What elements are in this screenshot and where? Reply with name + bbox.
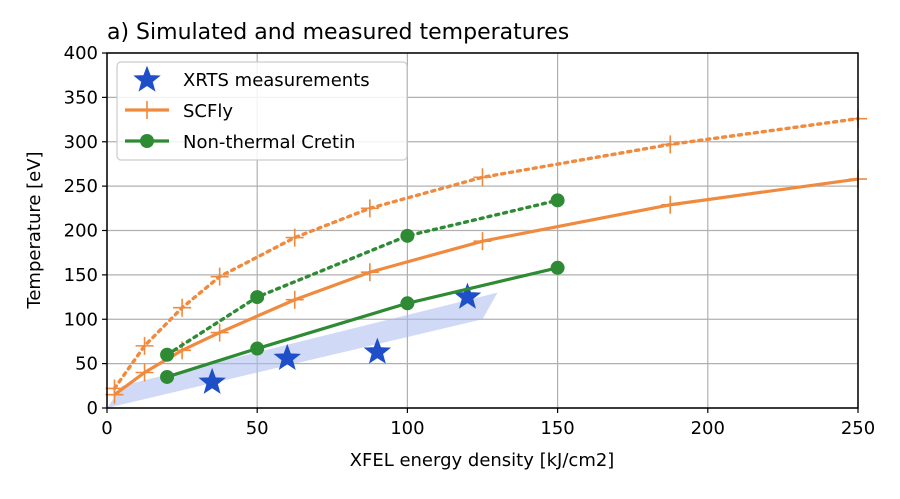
legend-label-scfly: SCFly [183,101,233,122]
cretin-point [400,296,415,311]
scfly-dotted-point [661,135,680,154]
y-tick-label: 400 [64,43,98,64]
xrts-point [363,337,392,364]
cretin-point [160,369,175,384]
cretin-dotted-point [250,290,265,305]
legend-marker-scfly [138,101,156,119]
scfly-dotted-point [360,199,379,218]
cretin-line [166,266,558,379]
x-tick-label: 250 [841,418,875,439]
y-tick-label: 0 [87,398,98,419]
scfly-dotted-point [135,336,154,355]
x-tick-label: 0 [101,418,112,439]
y-axis-label: Temperature [eV] [24,151,45,309]
cretin-point [550,260,565,275]
y-tick-label: 250 [64,176,98,197]
x-axis-label: XFEL energy density [kJ/cm2] [350,450,615,471]
scfly-point [661,195,680,214]
legend-label-cretin: Non-thermal Cretin [183,132,355,153]
legend-box [116,61,408,161]
cretin-dotted-point [550,193,565,208]
scfly-point [473,232,492,251]
scfly-point [360,263,379,282]
scfly-dotted-point [473,168,492,187]
scfly-dotted-point [210,267,229,286]
legend-marker-cretin [140,134,154,148]
scfly-point [210,323,229,342]
y-tick-label: 200 [64,221,98,242]
x-tick-label: 100 [390,418,424,439]
legend-marker-xrts [133,65,161,92]
x-tick-label: 150 [540,418,574,439]
x-tick-label: 50 [246,418,269,439]
series-layer [105,109,867,404]
y-tick-label: 300 [64,132,98,153]
xrts-point [198,367,226,394]
scfly-point [135,363,154,382]
y-tick-label: 150 [64,265,98,286]
legend-marks [125,65,169,148]
cretin-dotted-point [400,228,415,243]
cretin-point [250,341,265,356]
x-tick-label: 200 [691,418,725,439]
legend: XRTS measurements SCFly Non-thermal Cret… [116,61,408,161]
chart-title: a) Simulated and measured temperatures [107,20,569,45]
y-tick-label: 100 [64,309,98,330]
xrts-point [273,343,301,370]
scfly-dotted-point [105,379,124,398]
scfly-dotted-point [285,228,304,247]
scfly-point [285,290,304,309]
y-tick-label: 350 [64,87,98,108]
scfly-dotted-point [173,298,192,317]
legend-label-xrts: XRTS measurements [183,70,370,91]
cretin-dotted-line [165,198,560,357]
y-tick-label: 50 [75,354,98,375]
cretin-dotted-point [160,347,175,362]
ticks-layer: 0 50 100 150 200 250 0 50 100 150 200 250 300 350 400 [64,43,876,439]
